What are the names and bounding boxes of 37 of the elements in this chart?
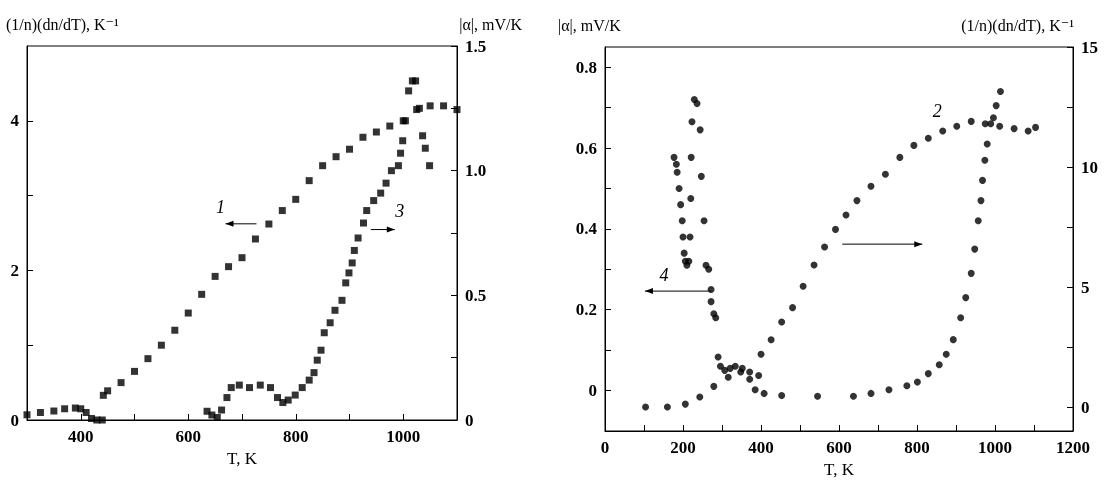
x-tick-label: 1000 bbox=[386, 427, 421, 446]
y2-tick-label: 0 bbox=[465, 410, 474, 430]
y2-tick-label: 15 bbox=[1081, 37, 1098, 57]
x-tick-label: 800 bbox=[283, 427, 309, 446]
y2-tick-label: 10 bbox=[1081, 157, 1098, 177]
y-tick-label: 0.6 bbox=[575, 138, 597, 158]
annotation: 2 bbox=[932, 101, 942, 122]
y-tick-label: 0.2 bbox=[575, 300, 597, 320]
annotation: 3 bbox=[394, 200, 405, 221]
y2-tick-label: 1.0 bbox=[465, 161, 487, 181]
y2-axis-title: |α|, mV/K bbox=[459, 15, 523, 34]
y-tick-label: 0.8 bbox=[575, 57, 597, 77]
x-tick-label: 1000 bbox=[978, 438, 1012, 457]
x-tick-label: 400 bbox=[748, 438, 774, 457]
y-tick-label: 4 bbox=[10, 111, 20, 131]
y2-axis-title: (1/n)(dn/dT), K⁻¹ bbox=[961, 16, 1075, 35]
x-tick-label: 600 bbox=[175, 427, 201, 446]
y-tick-label: 0 bbox=[10, 410, 19, 430]
x-tick-label: 200 bbox=[670, 438, 696, 457]
x-tick-label: 0 bbox=[600, 438, 610, 457]
y-tick-label: 0 bbox=[588, 381, 597, 401]
x-tick-label: 600 bbox=[826, 438, 852, 457]
y-axis-title: (1/n)(dn/dT), K⁻¹ bbox=[6, 15, 119, 34]
annotation: 4 bbox=[659, 265, 669, 286]
x-tick-label: 800 bbox=[904, 438, 930, 457]
y-tick-label: 0.4 bbox=[575, 219, 598, 239]
y-tick-label: 2 bbox=[10, 260, 19, 280]
x-tick-label: 400 bbox=[68, 427, 94, 446]
y2-tick-label: 1.5 bbox=[465, 36, 487, 56]
y2-tick-label: 5 bbox=[1081, 277, 1090, 297]
annotation: 1 bbox=[216, 196, 225, 217]
x-tick-label: 1200 bbox=[1056, 438, 1090, 457]
x-axis-title: T, K bbox=[824, 459, 855, 479]
y2-tick-label: 0 bbox=[1081, 397, 1090, 417]
y2-tick-label: 0.5 bbox=[465, 285, 487, 305]
x-axis-title: T, K bbox=[227, 448, 258, 468]
y-axis-title: |α|, mV/K bbox=[558, 16, 622, 35]
